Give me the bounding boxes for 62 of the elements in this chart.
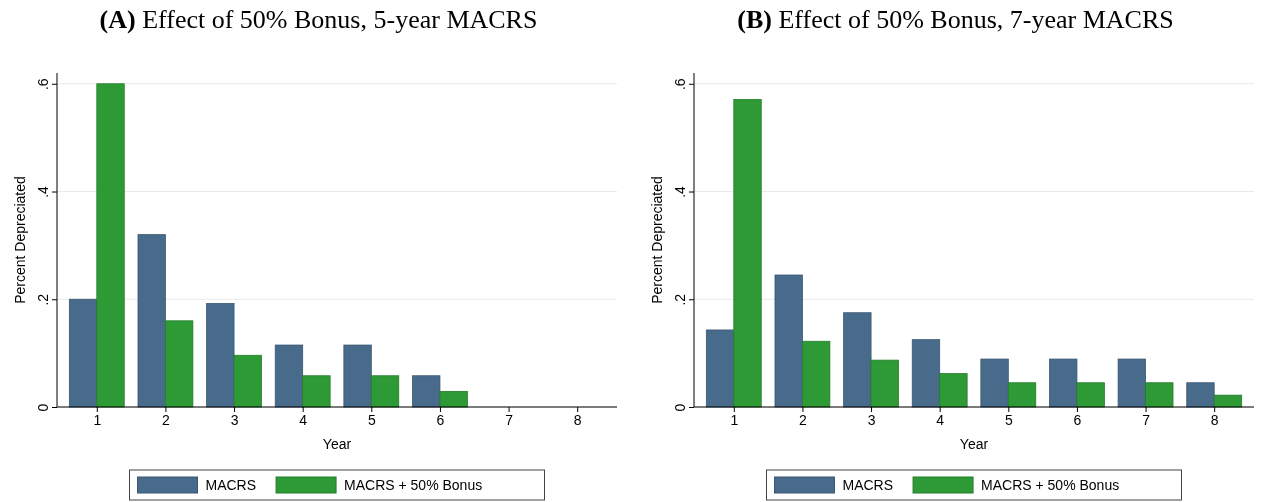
bar: [1117, 358, 1146, 408]
y-axis-title: Percent Depreciated: [649, 176, 665, 304]
bar: [911, 339, 941, 408]
x-tick-label: 1: [93, 411, 102, 428]
bar: [1049, 358, 1078, 408]
y-tick-label: .2: [35, 293, 51, 306]
x-tick-label: 6: [436, 411, 445, 428]
y-tick-label: .4: [672, 185, 688, 198]
x-tick-label: 6: [1073, 411, 1082, 428]
bar: [68, 298, 98, 408]
bar: [1145, 382, 1174, 408]
legend-label: MACRS: [842, 477, 894, 493]
bar: [1076, 382, 1105, 408]
bar: [1186, 382, 1215, 408]
bar: [274, 344, 304, 408]
x-tick-label: 2: [799, 411, 808, 428]
x-axis-title: Year: [959, 436, 989, 452]
x-axis-title: Year: [322, 436, 352, 452]
bar: [1213, 394, 1243, 408]
bar: [1007, 382, 1037, 408]
bar: [370, 375, 400, 408]
bar: [96, 83, 125, 408]
x-tick-label: 7: [1142, 411, 1151, 428]
x-tick-label: 3: [867, 411, 876, 428]
x-tick-label: 5: [1004, 411, 1013, 428]
bar: [939, 373, 968, 408]
bar: [843, 312, 872, 408]
legend-label: MACRS + 50% Bonus: [344, 477, 483, 493]
y-axis-title: Percent Depreciated: [12, 176, 28, 304]
x-tick-label: 1: [730, 411, 739, 428]
bar: [439, 390, 468, 408]
bar: [165, 320, 194, 408]
y-tick-label: 0: [35, 403, 51, 412]
y-tick-label: .4: [35, 185, 51, 198]
bar: [774, 274, 803, 408]
x-tick-label: 8: [573, 411, 582, 428]
x-tick-label: 4: [936, 411, 945, 428]
legend-label: MACRS: [205, 477, 257, 493]
x-tick-label: 8: [1210, 411, 1219, 428]
bar: [802, 340, 831, 408]
bar: [980, 358, 1009, 408]
y-tick-label: 0: [672, 403, 688, 412]
bar: [302, 375, 331, 408]
x-tick-label: 3: [230, 411, 239, 428]
bar: [412, 375, 441, 408]
y-tick-label: .6: [35, 78, 51, 91]
legend-label: MACRS + 50% Bonus: [981, 477, 1120, 493]
bar: [733, 99, 762, 408]
x-tick-label: 7: [505, 411, 514, 428]
bar: [343, 344, 372, 408]
x-tick-label: 5: [367, 411, 376, 428]
bar: [705, 329, 735, 408]
y-tick-label: .2: [672, 293, 688, 306]
bar: [233, 354, 262, 408]
x-tick-label: 4: [299, 411, 308, 428]
bar: [206, 303, 235, 408]
bar: [870, 359, 899, 408]
x-tick-label: 2: [162, 411, 171, 428]
y-tick-label: .6: [672, 78, 688, 91]
chart-title: (B) Effect of 50% Bonus, 7-year MACRS: [737, 5, 1174, 34]
bar: [137, 234, 166, 408]
chart-title: (A) Effect of 50% Bonus, 5-year MACRS: [99, 5, 538, 34]
